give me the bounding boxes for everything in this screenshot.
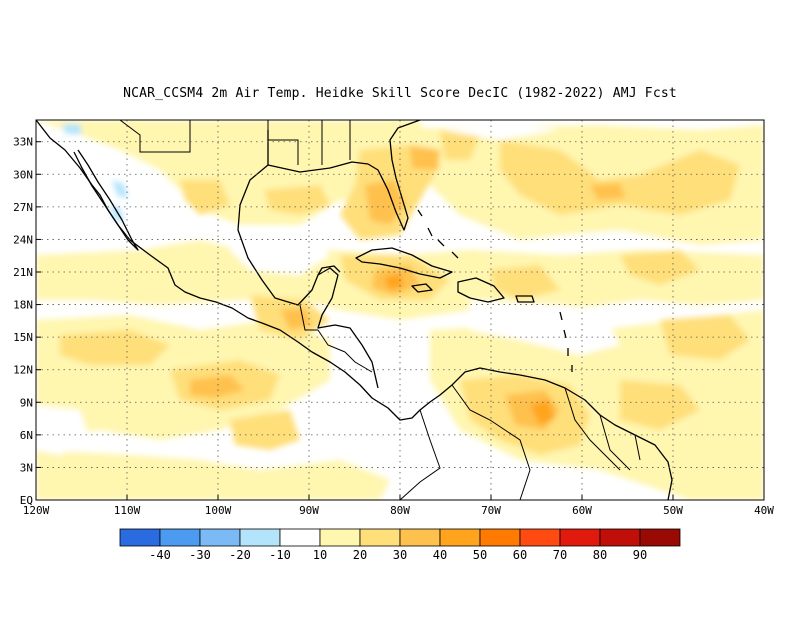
colorbar-swatch: [199, 528, 241, 547]
lat-tick-label: 6N: [20, 429, 33, 442]
lat-tick-label: 21N: [13, 266, 33, 279]
lat-tick-label: 12N: [13, 364, 33, 377]
colorbar-swatch: [359, 528, 401, 547]
lat-tick-label: EQ: [20, 494, 33, 507]
colorbar-label: 90: [633, 548, 647, 562]
colorbar-swatch: [319, 528, 361, 547]
lon-tick-label: 70W: [481, 504, 501, 517]
lat-tick-label: 27N: [13, 201, 33, 214]
colorbar-swatch: [439, 528, 481, 547]
colorbar-swatch: [479, 528, 521, 547]
colorbar-swatch: [279, 528, 321, 547]
colorbar-label: 10: [313, 548, 327, 562]
colorbar-label: 60: [513, 548, 527, 562]
skill-score-field: [36, 120, 764, 500]
lon-tick-label: 120W: [23, 504, 50, 517]
colorbar-label: -10: [269, 548, 291, 562]
colorbar-swatch: [519, 528, 561, 547]
colorbar-label: 40: [433, 548, 447, 562]
lon-tick-label: 90W: [299, 504, 319, 517]
lat-tick-label: 33N: [13, 136, 33, 149]
colorbar: -40 -30 -20 -10 10 20 30 40 50 60 70 80 90: [119, 528, 681, 562]
map-grid: [36, 120, 764, 500]
colorbar-swatch: [159, 528, 201, 547]
lat-tick-label: 30N: [13, 168, 33, 181]
colorbar-label: -40: [149, 548, 171, 562]
lat-tick-label: 18N: [13, 299, 33, 312]
colorbar-label: 50: [473, 548, 487, 562]
colorbar-label: 30: [393, 548, 407, 562]
colorbar-label: 80: [593, 548, 607, 562]
colorbar-label: -20: [229, 548, 251, 562]
colorbar-swatch: [559, 528, 601, 547]
colorbar-label: -30: [189, 548, 211, 562]
lon-tick-label: 60W: [572, 504, 592, 517]
colorbar-swatch: [239, 528, 281, 547]
lat-tick-label: 3N: [20, 461, 33, 474]
lon-tick-label: 110W: [114, 504, 141, 517]
colorbar-swatch: [599, 528, 641, 547]
colorbar-swatch: [119, 528, 161, 547]
colorbar-swatch: [639, 528, 681, 547]
colorbar-swatch: [399, 528, 441, 547]
lon-tick-label: 80W: [390, 504, 410, 517]
lat-tick-label: 15N: [13, 331, 33, 344]
colorbar-label: 70: [553, 548, 567, 562]
coastlines: [36, 120, 673, 500]
lat-tick-label: 24N: [13, 233, 33, 246]
lon-tick-label: 50W: [663, 504, 683, 517]
page-title: NCAR_CCSM4 2m Air Temp. Heidke Skill Sco…: [123, 86, 677, 101]
lon-tick-label: 40W: [754, 504, 774, 517]
lon-tick-label: 100W: [205, 504, 232, 517]
colorbar-label: 20: [353, 548, 367, 562]
lat-tick-label: 9N: [20, 396, 33, 409]
